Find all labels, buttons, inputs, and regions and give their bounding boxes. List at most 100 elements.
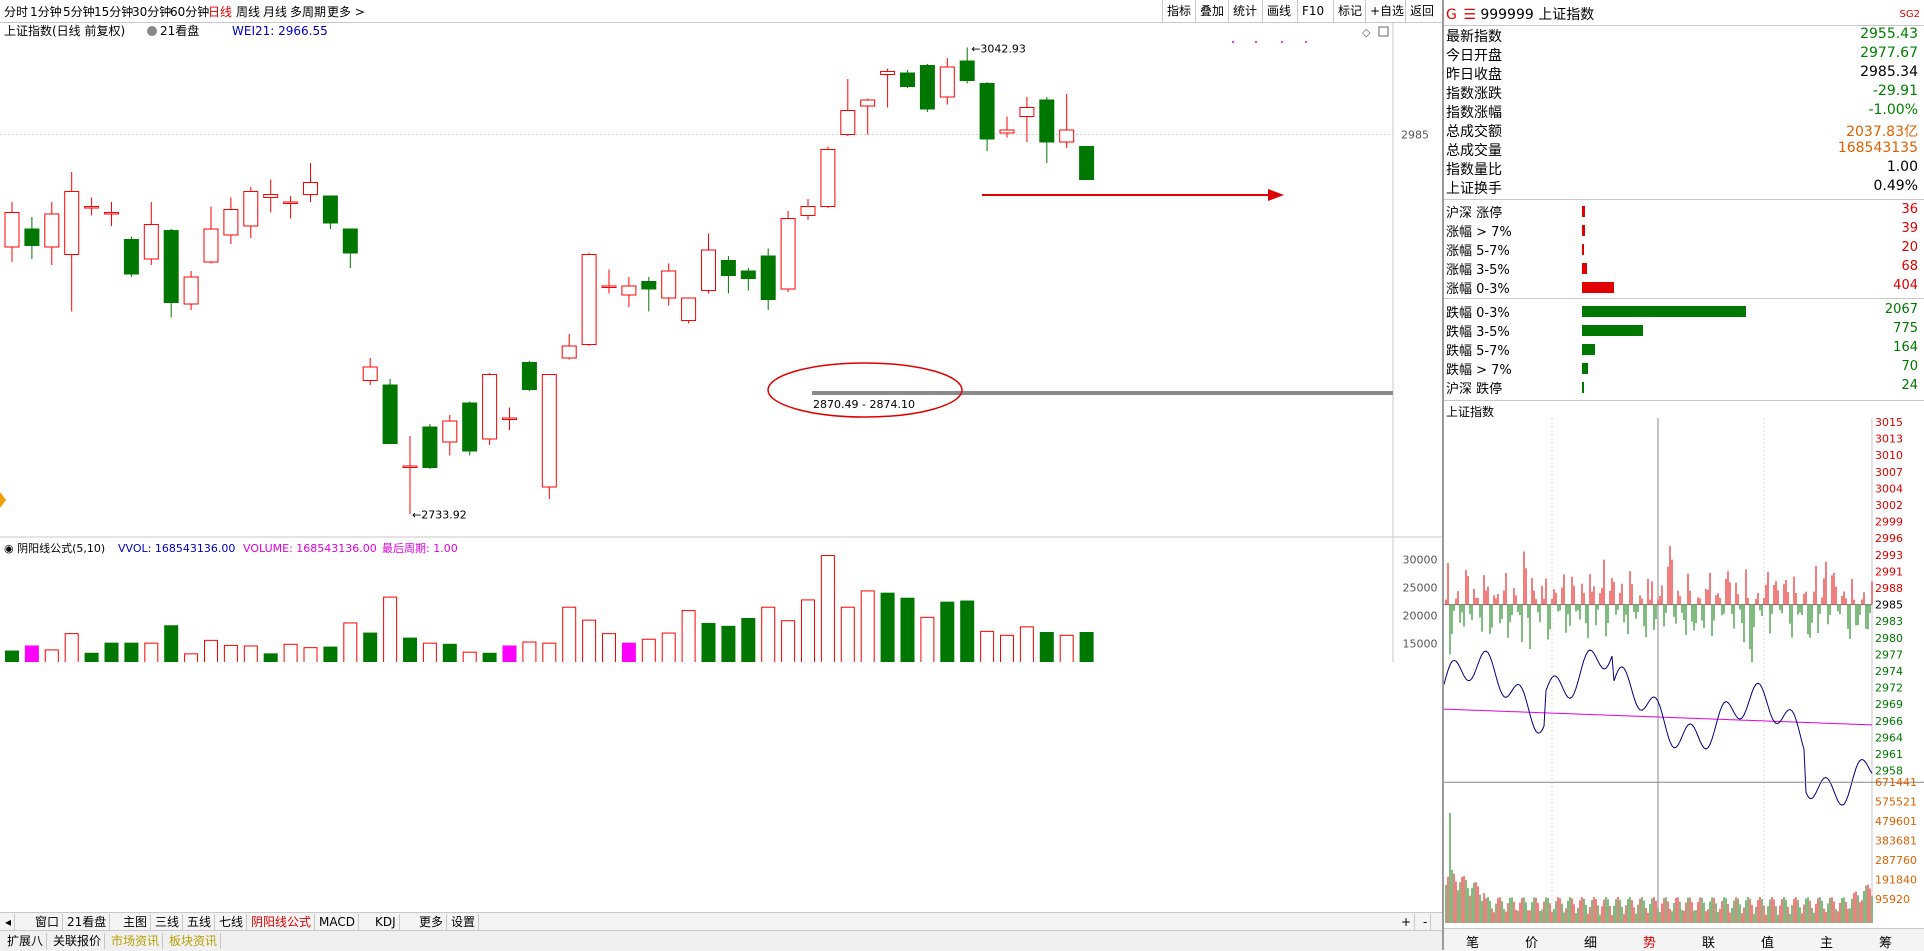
detail-tab-1[interactable]: 价 (1525, 936, 1539, 951)
intraday-price-3: 3007 (1875, 466, 1903, 479)
indicator-tab-2[interactable]: 主图 (120, 914, 152, 930)
toolbar-btn-7[interactable]: 返回 (1405, 0, 1438, 22)
indicator-tab-10[interactable]: 设置 (448, 914, 480, 930)
footer-tab-2[interactable]: 市场资讯 (108, 933, 164, 949)
vol-axis-1: 25000 (1403, 582, 1438, 595)
breadth-label: 跌幅 5-7% (1446, 344, 1510, 359)
period-tab-3[interactable]: 15分钟 (94, 5, 134, 19)
detail-tab-5[interactable]: 值 (1761, 936, 1775, 951)
footer-tab-0[interactable]: 扩展八 (4, 933, 48, 949)
period-tab-8[interactable]: 月线 (263, 5, 288, 19)
toolbar-btn-2[interactable]: 统计 (1228, 0, 1261, 22)
g-icon: G (1446, 7, 1457, 23)
footer-tab-1[interactable]: 关联报价 (50, 933, 106, 949)
volume-bar-42 (840, 606, 855, 662)
breadth-value: 20 (1901, 240, 1918, 255)
detail-tab-3[interactable]: 势 (1643, 936, 1657, 951)
period-tab-7[interactable]: 周线 (236, 5, 261, 19)
wei-value: WEI21: 2966.55 (232, 24, 328, 38)
candle-21 (422, 424, 438, 469)
toolbar-btn-4[interactable]: F10 (1297, 0, 1328, 22)
price-ref-label: 2985 (1401, 129, 1429, 142)
indicator-tab-4[interactable]: 五线 (184, 914, 216, 930)
zoom-out-icon[interactable]: - (1420, 914, 1432, 930)
intraday-chart[interactable]: 3015 3013 3010 3007 3004 3002 2999 2996 2993 2991… (1444, 418, 1924, 923)
candle-33 (661, 263, 677, 306)
quote-label: 昨日收盘 (1446, 67, 1502, 83)
zoom-in-icon[interactable]: + (1398, 914, 1416, 930)
period-toolbar: 分时 1分钟 5分钟 15分钟 30分钟 60分钟 日线 周线 月线 多周期 更多 > 指标 叠加 统计画… (0, 0, 1442, 23)
period-tab-10[interactable]: 更多 > (327, 5, 365, 19)
volume-bar-1 (24, 645, 39, 662)
volume-bar-52 (1039, 632, 1054, 662)
chart-title: 上证指数(日线 前复权) (4, 23, 125, 38)
candle-54 (1079, 146, 1095, 180)
period-tab-9[interactable]: 多周期 (290, 5, 327, 19)
period-tab-6[interactable]: 日线 (208, 5, 233, 19)
quote-row-7: 指数量比 1.00 (1446, 159, 1922, 178)
volume-bar-35 (701, 623, 716, 662)
menu-icon[interactable]: ☰ (1463, 7, 1476, 23)
indicator-tab-3[interactable]: 三线 (152, 914, 184, 930)
toolbar-btn-1[interactable]: 叠加 (1195, 0, 1228, 22)
quote-header: G ☰ 999999 上证指数 (1446, 4, 1594, 24)
breadth-down-2: 跌幅 5-7% 164 (1446, 340, 1922, 359)
candle-2 (44, 202, 60, 265)
toolbar-btn-0[interactable]: 指标 (1162, 0, 1195, 22)
toolbar-btn-3[interactable]: 画线 (1262, 0, 1295, 22)
kline-chart-svg[interactable]: 2985 上证指数(日线 前复权) 21看盘 WEI21: 2966.55 ◇ ←3042… (0, 22, 1442, 662)
zone-label: 2870.49 - 2874.10 (813, 398, 915, 411)
detail-tab-7[interactable]: 筹 (1879, 936, 1893, 951)
intraday-price-20: 2961 (1875, 748, 1903, 761)
period-tab-1[interactable]: 1分钟 (30, 5, 62, 19)
footer-tab-3[interactable]: 板块资讯 (166, 933, 222, 949)
indicator-tab-9[interactable]: 更多 (416, 914, 448, 930)
window-icon (1378, 26, 1389, 37)
period-tab-5[interactable]: 60分钟 (170, 5, 210, 19)
detail-tab-0[interactable]: 笔 (1466, 936, 1480, 951)
kline-chart-area[interactable]: 2985 上证指数(日线 前复权) 21看盘 WEI21: 2966.55 ◇ ←3042… (0, 22, 1442, 662)
intraday-price-0: 3015 (1875, 418, 1903, 429)
candle-18 (362, 358, 378, 385)
breadth-bar (1582, 382, 1584, 393)
breadth-label: 涨幅 3-5% (1446, 263, 1510, 278)
breadth-value: 24 (1901, 378, 1918, 393)
volume-bar-46 (920, 616, 935, 662)
period-tab-0[interactable]: 分时 (4, 5, 29, 19)
volume-bar-27 (542, 642, 557, 662)
detail-tab-4[interactable]: 联 (1702, 936, 1716, 951)
breadth-up-4: 涨幅 0-3% 404 (1446, 278, 1922, 297)
indicator-tab-0[interactable]: 窗口 (32, 914, 64, 930)
toolbar-btn-6[interactable]: +自选 (1365, 0, 1408, 22)
vol-indicator-name: ◉ 阴阳线公式(5,10) (4, 541, 105, 555)
toolbar-btn-5[interactable]: 标记 (1333, 0, 1366, 22)
quote-row-6: 总成交量 168543135 (1446, 140, 1922, 159)
indicator-tab-5[interactable]: 七线 (216, 914, 248, 930)
candle-30 (601, 269, 617, 294)
candle-46 (919, 64, 935, 112)
period-tab-2[interactable]: 5分钟 (63, 5, 95, 19)
scroll-left-icon[interactable]: ◂ (2, 914, 16, 930)
indicator-tab-8[interactable]: KDJ (372, 914, 400, 930)
volume-bar-13 (263, 653, 278, 662)
volume-bar-29 (582, 619, 597, 662)
detail-tab-2[interactable]: 细 (1584, 936, 1598, 951)
divider (1444, 400, 1924, 401)
candle-44 (880, 68, 896, 108)
marker-dot-1 (1255, 41, 1257, 43)
indicator-tab-1[interactable]: 21看盘 (64, 914, 111, 930)
volume-bar-25 (502, 645, 517, 662)
detail-tab-6[interactable]: 主 (1820, 936, 1834, 951)
volume-bar-32 (641, 638, 656, 662)
indicator-tab-7[interactable]: MACD (316, 914, 359, 930)
candle-17 (342, 228, 358, 268)
volume-bar-37 (741, 617, 756, 662)
indicator-tab-6[interactable]: 阴阳线公式 (248, 914, 316, 930)
intraday-price-7: 2996 (1875, 532, 1903, 545)
arrow-head-icon (1268, 189, 1284, 201)
breadth-bar (1582, 325, 1644, 336)
period-tab-4[interactable]: 30分钟 (132, 5, 172, 19)
candle-45 (900, 70, 915, 88)
volume-bar-31 (621, 642, 636, 662)
quote-row-1: 今日开盘 2977.67 (1446, 45, 1922, 64)
